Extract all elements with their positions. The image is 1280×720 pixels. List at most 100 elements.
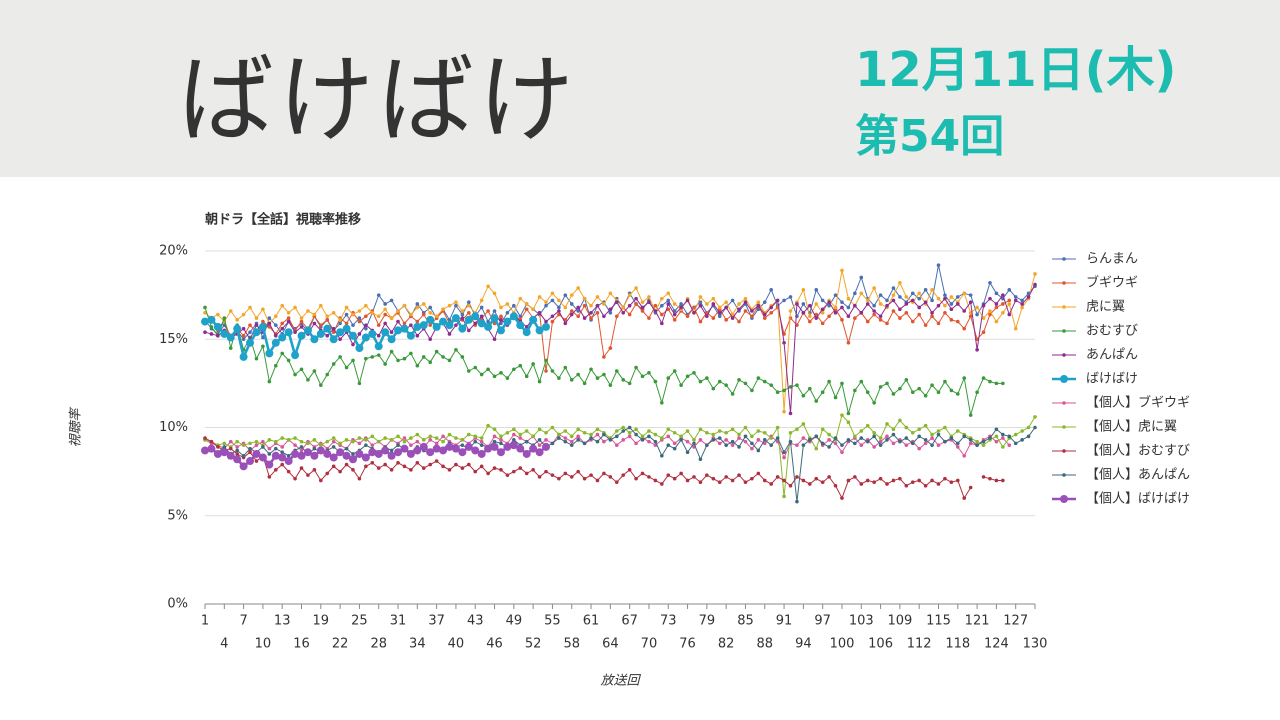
point: [499, 434, 503, 439]
point: [1001, 293, 1005, 297]
x-tick-label: 34: [409, 637, 426, 652]
point: [846, 438, 851, 442]
point: [241, 312, 246, 317]
point: [943, 379, 947, 384]
point: [988, 379, 992, 384]
point: [415, 432, 420, 437]
point: [930, 383, 934, 387]
point: [930, 298, 934, 303]
point: [949, 480, 954, 485]
point: [827, 475, 831, 479]
point: [213, 449, 222, 458]
point: [383, 436, 387, 440]
point: [293, 436, 297, 440]
point: [389, 316, 394, 320]
point: [666, 302, 671, 306]
point: [441, 307, 445, 312]
point: [394, 448, 403, 457]
point: [291, 449, 300, 458]
point: [660, 321, 664, 326]
point: [801, 310, 806, 315]
x-tick-label: 103: [849, 614, 874, 629]
point: [730, 312, 735, 317]
point: [614, 443, 619, 447]
point: [975, 443, 979, 447]
point: [627, 312, 632, 317]
point: [602, 372, 606, 377]
point: [917, 291, 921, 296]
point: [542, 322, 551, 331]
point: [544, 430, 548, 435]
point: [550, 473, 555, 477]
point: [705, 473, 709, 477]
point: [653, 309, 658, 313]
point: [402, 321, 407, 326]
point: [917, 305, 921, 310]
point: [814, 476, 819, 481]
x-tick-label: 16: [293, 637, 310, 652]
point: [962, 309, 967, 313]
point: [331, 330, 336, 334]
point: [608, 438, 613, 442]
legend-label: ばけばけ: [1086, 372, 1138, 387]
point: [608, 310, 613, 315]
point: [981, 475, 986, 479]
point: [364, 464, 368, 469]
point: [454, 436, 458, 440]
point: [325, 471, 330, 476]
point: [1007, 443, 1012, 447]
point: [1020, 438, 1024, 442]
point: [376, 466, 381, 470]
point: [711, 296, 716, 301]
point: [724, 430, 728, 435]
point: [544, 300, 548, 304]
point: [319, 323, 323, 327]
point: [344, 462, 349, 467]
point: [634, 296, 638, 301]
point: [672, 476, 677, 481]
point: [917, 446, 921, 451]
y-tick-label: 0%: [167, 597, 188, 612]
point: [473, 365, 478, 370]
point: [228, 309, 233, 313]
point: [477, 319, 486, 328]
point: [602, 471, 606, 476]
point: [376, 333, 381, 338]
point: [389, 468, 394, 472]
point: [891, 427, 896, 432]
point: [447, 432, 452, 437]
point: [994, 302, 999, 306]
legend-label: 【個人】あんぱん: [1086, 468, 1190, 483]
point: [273, 468, 278, 472]
y-tick-label: 15%: [159, 332, 188, 347]
point: [473, 469, 478, 474]
point: [505, 376, 510, 380]
legend-label: らんまん: [1086, 252, 1138, 267]
point: [820, 390, 825, 394]
point: [338, 441, 342, 446]
point: [228, 439, 233, 444]
x-tick-label: 67: [621, 614, 638, 629]
point: [769, 383, 774, 387]
point: [994, 291, 999, 296]
point: [439, 317, 448, 326]
point: [666, 298, 671, 303]
point: [923, 438, 928, 442]
point: [460, 438, 465, 442]
point: [331, 439, 336, 444]
point: [910, 441, 915, 446]
point: [775, 425, 780, 430]
point: [737, 378, 741, 382]
point: [409, 312, 413, 317]
point: [756, 471, 761, 476]
point: [711, 302, 716, 306]
point: [582, 430, 587, 435]
point: [216, 445, 220, 449]
point: [602, 302, 606, 306]
point: [865, 439, 870, 444]
point: [374, 449, 383, 458]
point: [261, 307, 265, 312]
point: [994, 478, 999, 483]
point: [464, 315, 473, 324]
point: [576, 427, 580, 432]
